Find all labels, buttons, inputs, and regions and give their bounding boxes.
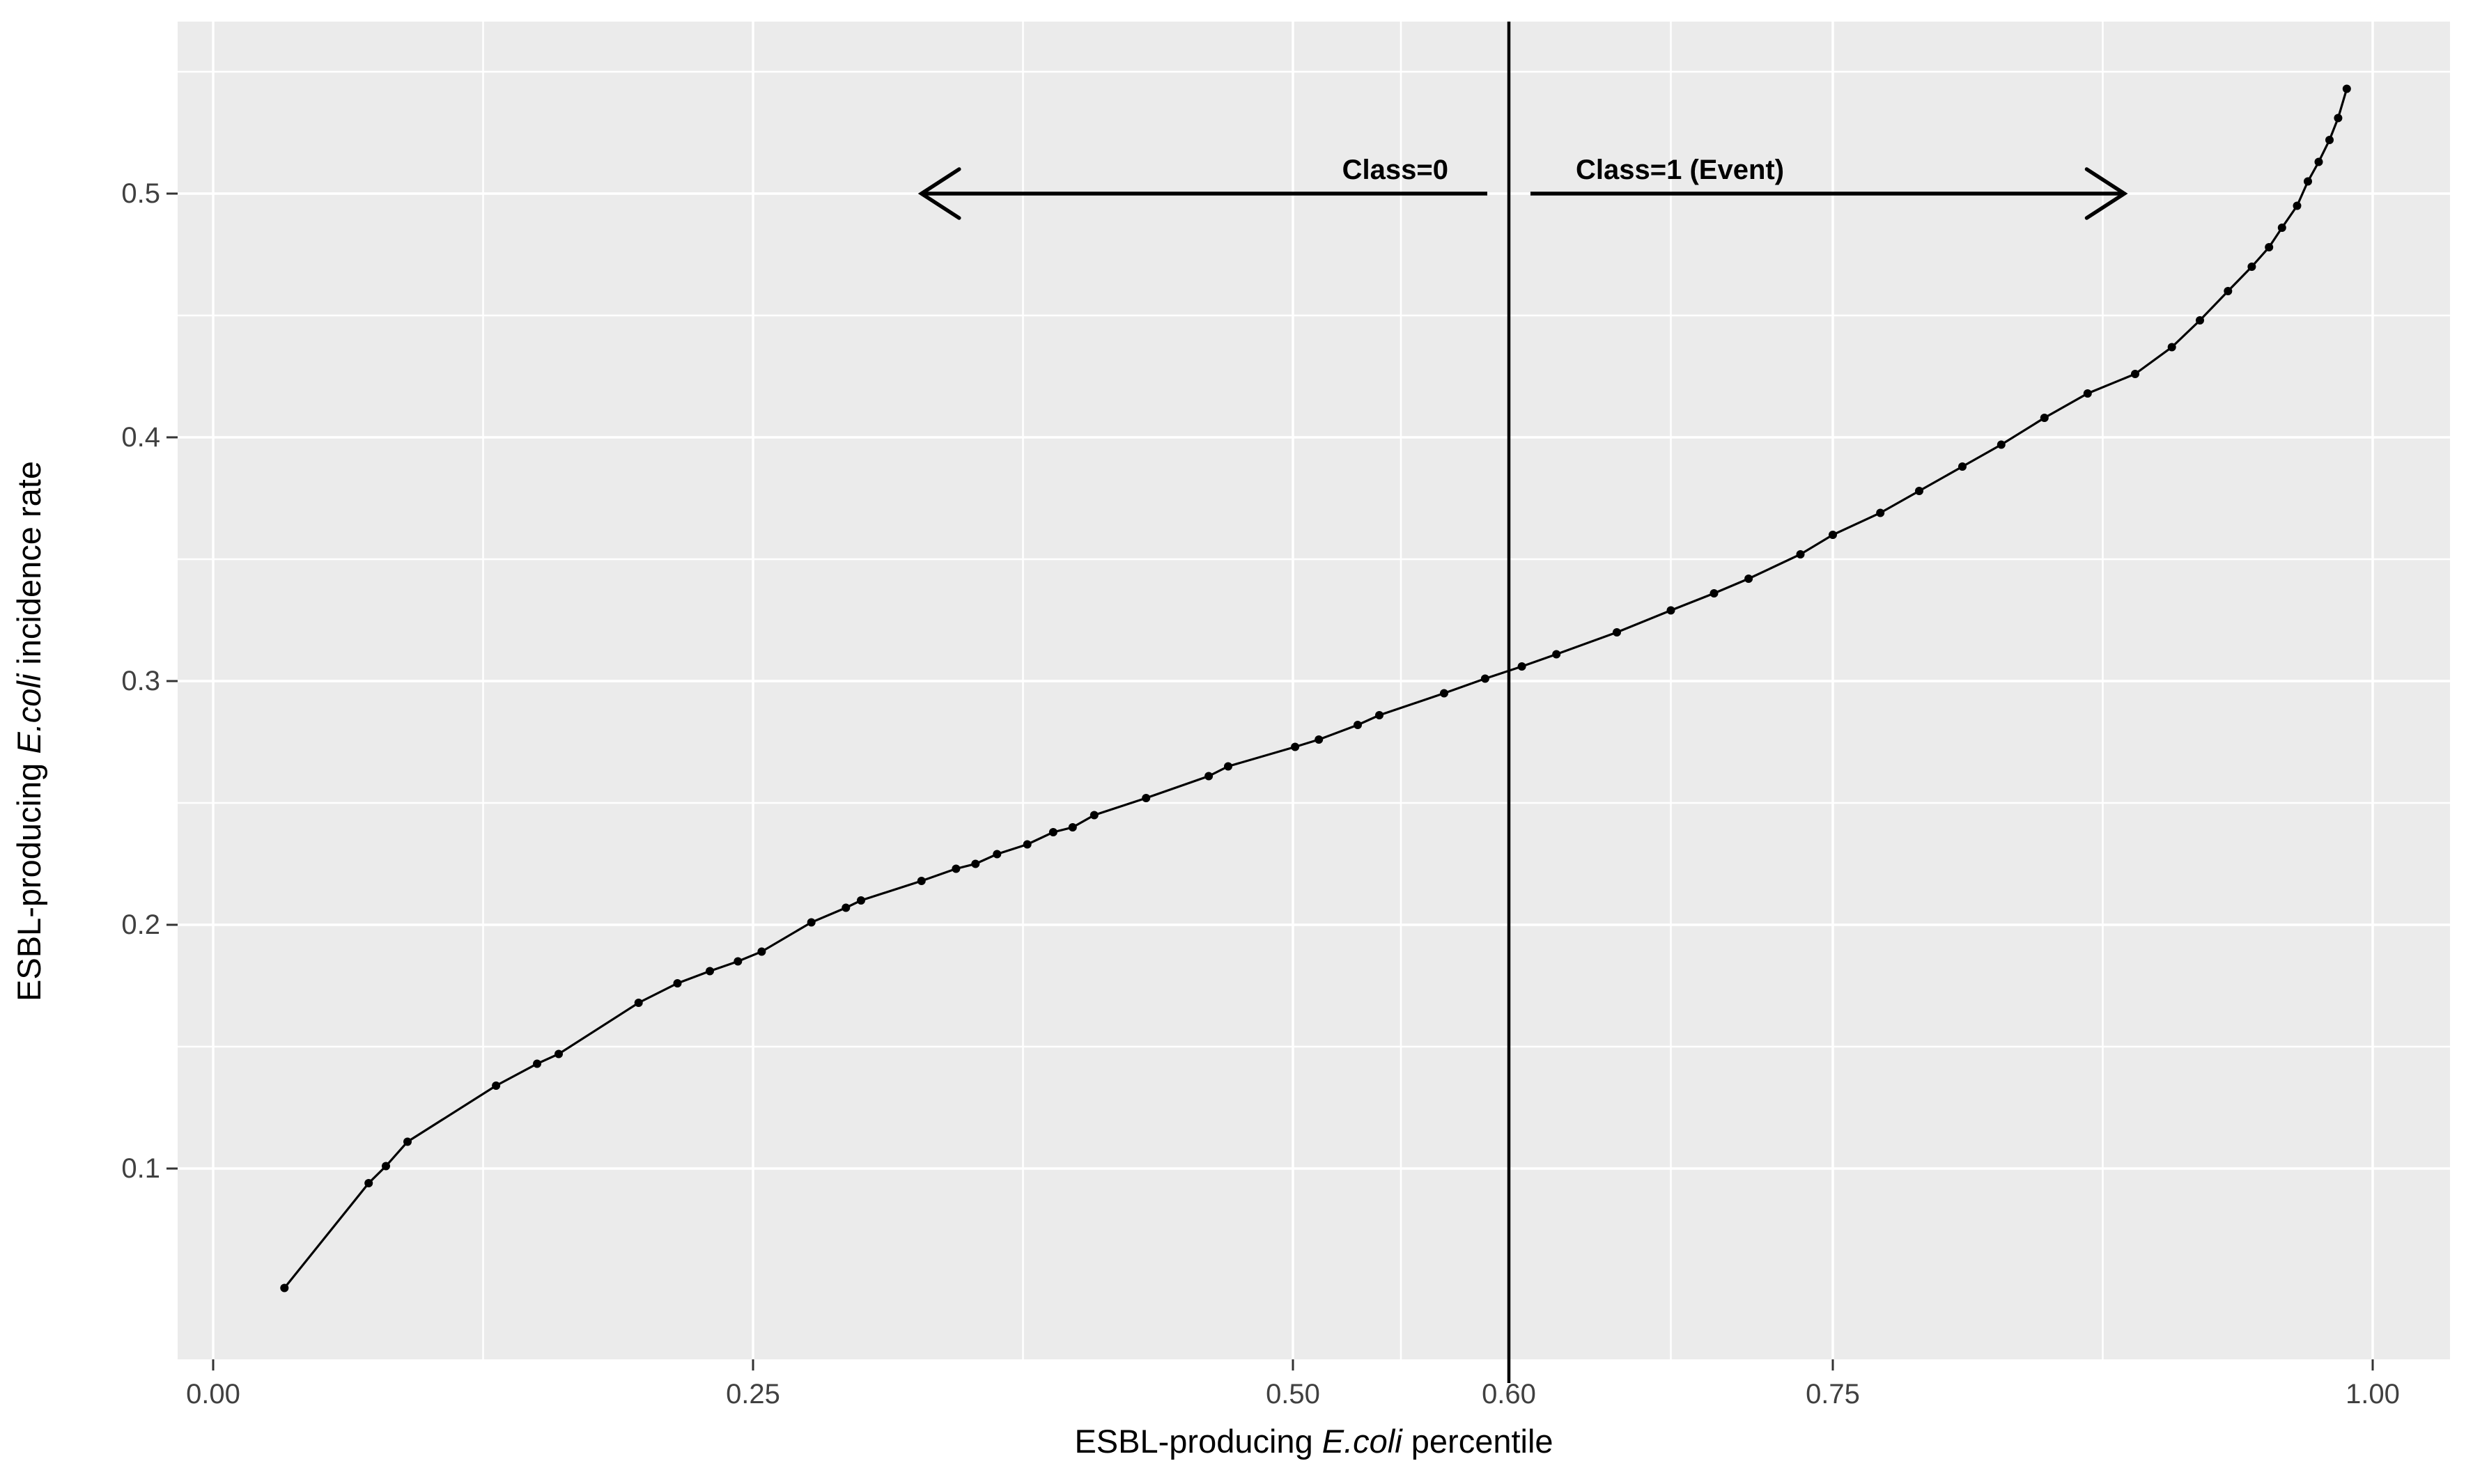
data-point (492, 1081, 501, 1090)
data-point (2167, 343, 2176, 352)
data-point (2083, 389, 2092, 398)
y-title-ecoli-italic: E.coli (10, 673, 47, 754)
data-point (842, 903, 851, 912)
data-point (1710, 589, 1719, 597)
annotation-arrowhead (2084, 167, 2128, 220)
data-point (364, 1179, 373, 1187)
y-tick-label: 0.1 (121, 1153, 160, 1184)
data-point (1480, 674, 1489, 683)
x-tick-label: 0.25 (726, 1379, 780, 1409)
data-point (1915, 487, 1923, 495)
data-point (1440, 689, 1448, 698)
y-tick-label: 0.4 (121, 422, 160, 453)
data-point (2304, 177, 2312, 186)
x-tick-label: 0.00 (186, 1379, 240, 1409)
data-point (2342, 84, 2351, 93)
data-point (2293, 201, 2302, 210)
data-point (2040, 414, 2049, 422)
data-point (971, 859, 980, 868)
data-point (1224, 762, 1232, 771)
x-axis-title: ESBL-producing E.coli percentile (478, 1422, 2150, 1461)
data-point (673, 979, 682, 987)
data-point (382, 1162, 390, 1171)
data-point (1354, 721, 1362, 729)
data-point (993, 850, 1002, 859)
data-point (917, 877, 926, 885)
data-point (2131, 370, 2139, 378)
data-point (533, 1059, 541, 1068)
data-point (2265, 243, 2274, 251)
x-tick-label: 0.75 (1806, 1379, 1860, 1409)
data-point (555, 1049, 563, 1059)
y-tick-label: 0.5 (121, 178, 160, 209)
data-point (1048, 828, 1057, 836)
data-point (1142, 794, 1151, 802)
data-point (1997, 440, 2006, 449)
data-point (1517, 662, 1526, 671)
annotation-class1-event-label: Class=1 (Event) (1576, 155, 1785, 185)
x-tick-label: 0.60 (1482, 1379, 1536, 1409)
data-point (1829, 531, 1837, 539)
data-point (2224, 287, 2233, 295)
data-point (2247, 263, 2256, 271)
data-point (1291, 742, 1300, 751)
data-point (1666, 606, 1675, 615)
data-point (2277, 224, 2286, 232)
data-point (1315, 735, 1324, 744)
annotation-arrowhead (917, 167, 961, 220)
data-point (952, 864, 961, 873)
data-point (280, 1283, 289, 1292)
data-point (1796, 550, 1805, 559)
data-point (2314, 157, 2323, 166)
data-point (2196, 316, 2204, 325)
data-point (1876, 508, 1885, 517)
y-tick-label: 0.3 (121, 666, 160, 696)
panel-background (178, 22, 2450, 1359)
data-point (1023, 840, 1032, 849)
data-point (2325, 136, 2334, 144)
x-title-ecoli-italic: E.coli (1321, 1423, 1402, 1460)
data-point (2334, 114, 2343, 123)
x-title-part1: ESBL-producing (1074, 1423, 1322, 1460)
data-point (857, 896, 865, 905)
data-point (1744, 575, 1753, 583)
x-tick-label: 1.00 (2346, 1379, 2400, 1409)
data-point (1613, 628, 1621, 636)
data-point (1375, 711, 1383, 719)
data-point (634, 999, 643, 1007)
y-title-part1: ESBL-producing (10, 753, 47, 1001)
data-point (1958, 462, 1967, 471)
data-point (1068, 823, 1077, 831)
y-axis-title: ESBL-producing E.coli incidence rate (10, 70, 49, 1393)
annotation-class0-label: Class=0 (1342, 155, 1448, 185)
data-point (1552, 650, 1561, 659)
data-point (807, 918, 816, 927)
data-point (706, 967, 714, 976)
x-tick-label: 0.50 (1266, 1379, 1320, 1409)
data-point (1204, 772, 1214, 781)
y-tick-label: 0.2 (121, 909, 160, 940)
data-point (734, 957, 743, 966)
data-point (1090, 811, 1099, 820)
y-title-part3: incidence rate (10, 461, 47, 674)
data-point (757, 947, 766, 956)
data-point (403, 1137, 412, 1146)
x-title-part3: percentile (1402, 1423, 1553, 1460)
